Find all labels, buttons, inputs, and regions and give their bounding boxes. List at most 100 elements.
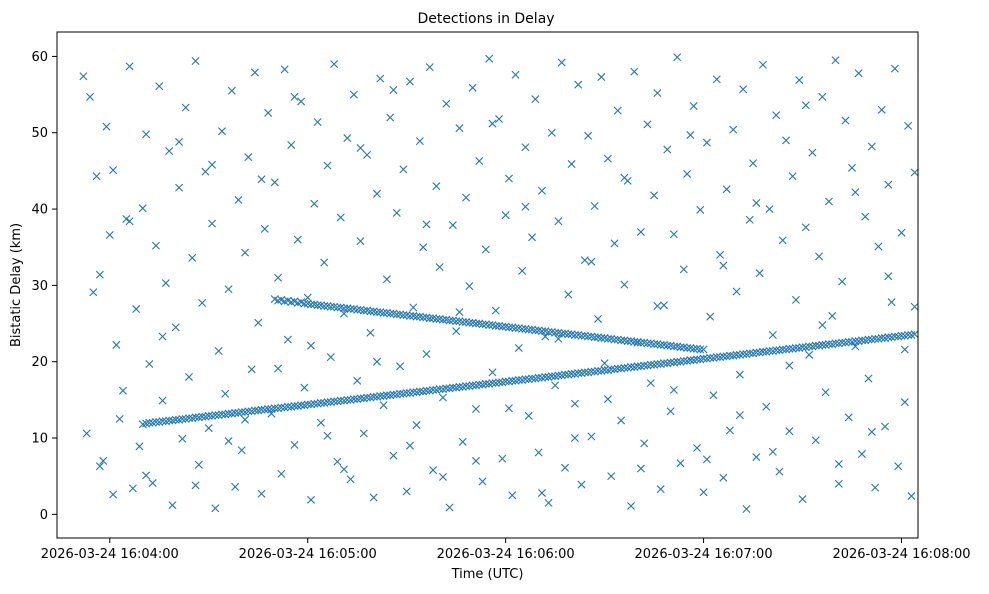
detection-point [514,343,523,352]
detection-point [729,125,738,134]
detection-point [396,362,405,371]
detection-point [389,390,398,399]
x-tick-label: 2026-03-24 16:08:00 [832,547,970,562]
detection-point [719,473,728,482]
detection-point [541,332,550,341]
detection-point [528,233,537,242]
detection-point [105,231,114,239]
detection-point [712,75,721,84]
y-axis-label: Bistatic Delay (km) [9,223,24,347]
detection-point [498,322,507,331]
detection-point [636,227,645,236]
detection-point [788,172,797,181]
detection-point [359,306,368,315]
detection-point [745,349,754,358]
detection-point [890,332,899,341]
detection-point [89,288,98,297]
detection-point [725,426,734,435]
detection-point [465,282,474,291]
detection-point [234,195,243,204]
detection-point [864,374,873,383]
detection-point [399,165,408,174]
detection-point [663,341,672,350]
detection-point [415,137,424,146]
detection-point [857,336,866,345]
detection-point [217,127,226,136]
detection-point [165,416,174,425]
detection-point [191,413,200,422]
detection-point [481,245,490,254]
detection-point [699,354,708,363]
detection-point [178,434,187,443]
x-tick-label: 2026-03-24 16:07:00 [635,547,773,562]
detection-point [340,465,348,474]
detection-point [818,92,827,101]
detection-point [508,376,517,385]
detection-point [478,477,487,486]
detection-point [811,341,820,350]
detection-point [669,385,678,394]
detection-point [689,344,698,353]
detection-point [485,54,494,63]
detection-point [801,223,810,232]
detection-point [211,411,220,420]
detection-point [402,487,411,496]
detection-point [475,156,484,165]
detection-point [864,335,873,344]
detection-point [379,308,388,317]
detection-point [349,90,358,99]
detection-point [702,455,711,464]
detection-point [584,332,593,341]
detection-point [462,382,471,391]
detection-point [270,404,279,413]
detection-point [620,363,629,372]
detection-point [488,379,497,388]
detection-point [303,400,312,409]
detection-point [755,269,764,278]
detection-point [171,323,180,332]
detection-point [109,166,118,175]
detection-point [138,204,147,213]
detection-point [871,483,880,492]
detection-point [679,356,688,365]
detection-point [567,160,576,169]
detection-point [498,454,507,463]
detection-point [257,175,266,184]
detection-point [884,272,893,281]
detection-point [877,334,886,343]
detection-point [330,60,339,69]
detection-point [633,362,642,371]
detection-point [188,253,197,262]
detection-point [640,439,649,448]
detection-point [844,413,853,422]
detection-point [854,69,863,78]
detection-point [349,395,358,404]
detection-point [432,314,441,323]
detection-point [297,97,306,106]
detection-point [824,340,833,349]
detection-point [363,150,372,159]
detection-point [333,457,342,466]
detection-point [907,492,916,501]
detection-point [283,335,292,344]
detection-point [607,472,616,481]
detection-point [537,488,546,497]
detection-point [504,174,513,183]
detection-point [419,243,428,252]
detection-point [158,417,167,426]
detection-point [669,342,678,351]
detection-point [544,498,553,507]
detection-point [178,414,187,423]
detection-point [785,361,794,370]
detection-point [488,119,497,128]
detection-point [432,182,441,191]
detection-point [346,305,355,314]
detection-point [900,345,909,354]
detection-point [749,159,758,168]
detection-point [257,489,266,498]
detection-point [501,377,510,386]
detection-point [280,65,289,74]
detection-point [881,422,890,431]
detection-point [468,83,477,92]
detection-point [382,391,391,400]
